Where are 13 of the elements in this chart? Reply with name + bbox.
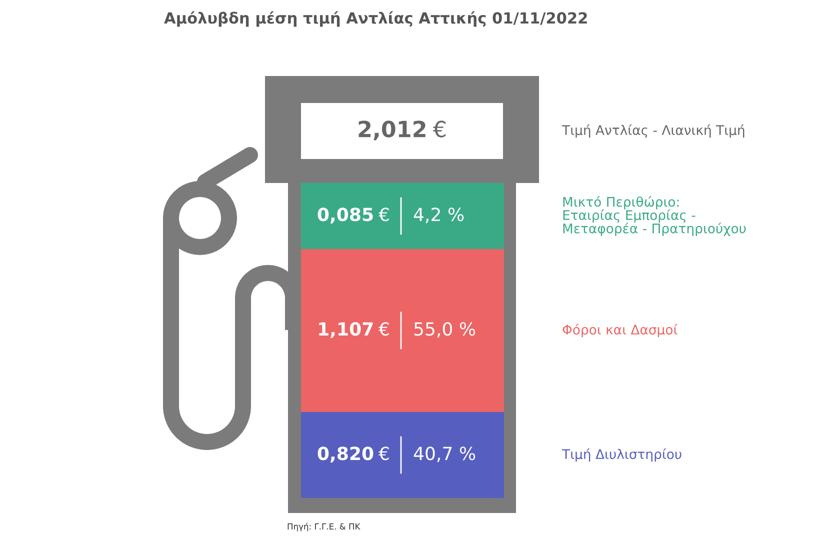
text: 2,012 € bbox=[358, 120, 446, 140]
text: Πηγή: Γ.Γ.Ε. & ΠΚ bbox=[288, 522, 360, 532]
data-label: 0,820 € bbox=[318, 446, 389, 463]
data-label: 40,7 % bbox=[414, 446, 476, 462]
data-label: 0,085 € bbox=[318, 208, 389, 224]
data-label: 4,2 % bbox=[414, 208, 464, 224]
category-label: Φόροι και Δασμοί bbox=[562, 324, 678, 338]
text: Αμόλυβδη μέση τιμή Αντλίας Αττικής 01/11/2022 bbox=[164, 11, 587, 27]
text: Τιμή Αντλίας - Λιανική Τιμή bbox=[562, 124, 744, 138]
data-label: 55,0 % bbox=[414, 322, 476, 338]
category-label: Μικτό Περιθώριο: Εταιρίας Εμπορίας - Μεταφορέα - Πρατηριούχου bbox=[563, 196, 746, 236]
data-label: 1,107 € bbox=[319, 322, 389, 338]
category-label: Τιμή Διυλιστηρίου bbox=[562, 448, 682, 462]
